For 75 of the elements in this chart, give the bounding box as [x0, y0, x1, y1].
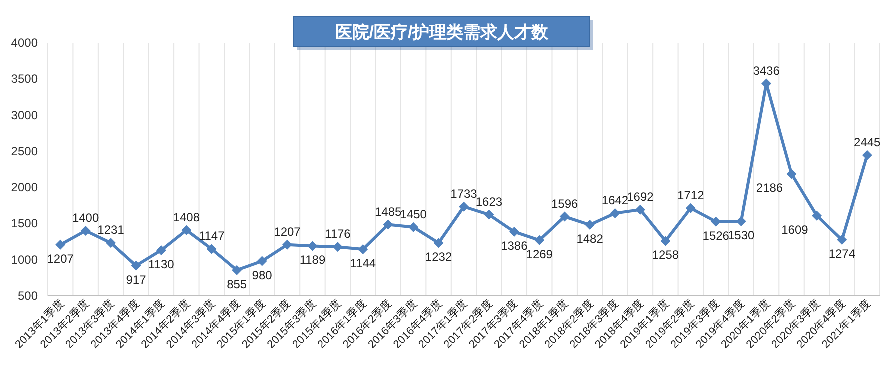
y-tick-label: 2500 [11, 144, 38, 158]
point [206, 244, 217, 254]
data-label: 1258 [652, 248, 680, 262]
data-label: 1176 [325, 227, 352, 242]
y-tick-label: 3000 [11, 108, 38, 122]
point [484, 210, 494, 220]
data-label: 2445 [854, 135, 882, 150]
point [131, 260, 142, 271]
data-label: 1596 [551, 196, 579, 211]
point [635, 204, 646, 215]
point [812, 210, 822, 221]
data-label: 1408 [173, 210, 200, 224]
point [308, 241, 318, 252]
data-label: 1609 [782, 222, 809, 237]
point [408, 222, 419, 232]
data-label: 1623 [476, 194, 503, 209]
data-label: 1482 [576, 232, 604, 246]
point [660, 236, 671, 246]
data-label: 1232 [425, 250, 452, 264]
data-label: 1207 [47, 252, 74, 266]
data-label: 1642 [602, 193, 629, 208]
data-label: 1130 [148, 257, 175, 272]
data-label: 1274 [828, 247, 856, 262]
data-label: 1400 [72, 210, 100, 225]
point [332, 242, 343, 252]
data-label: 1189 [300, 253, 326, 268]
point [862, 150, 872, 160]
point [585, 220, 596, 230]
point [686, 203, 696, 214]
point [610, 208, 620, 218]
picture-title-box: 医院/医疗/护理类需求人才数 [294, 16, 593, 50]
data-label: 1386 [501, 238, 528, 253]
data-label: 1712 [678, 188, 705, 202]
y-tick-label: 4000 [11, 36, 38, 50]
point [282, 240, 293, 250]
y-tick-label: 1000 [11, 252, 38, 267]
data-label: 1144 [350, 256, 376, 270]
data-label: 980 [252, 268, 273, 282]
data-label: 1530 [728, 228, 756, 243]
data-label: 1231 [98, 223, 125, 238]
point [156, 245, 166, 256]
point [56, 240, 66, 250]
data-label: 1450 [400, 207, 428, 222]
data-label: 855 [227, 277, 248, 292]
y-tick-label: 1500 [11, 216, 38, 231]
data-label: 1526 [702, 228, 730, 243]
y-tick-label: 2000 [11, 180, 38, 195]
data-label: 2186 [756, 181, 784, 196]
point [106, 238, 116, 248]
point [837, 235, 848, 246]
point [509, 226, 520, 237]
data-label: 1147 [198, 229, 226, 244]
point [736, 216, 746, 227]
point [257, 256, 268, 266]
y-tick-label: 500 [18, 289, 38, 303]
point [434, 238, 444, 248]
y-tick-label: 3500 [11, 72, 38, 86]
data-label: 917 [126, 272, 147, 287]
data-label: 1485 [375, 204, 402, 219]
chart-title: 医院/医疗/护理类需求人才数 [335, 23, 550, 42]
data-label: 1692 [627, 190, 654, 204]
data-label: 1733 [450, 186, 478, 201]
data-label: 1207 [274, 224, 302, 239]
point [232, 265, 242, 276]
point [459, 202, 469, 212]
point [182, 225, 192, 236]
point [711, 216, 722, 227]
data-label: 3436 [753, 64, 780, 78]
point [383, 220, 394, 230]
point [560, 212, 570, 222]
point [534, 235, 545, 246]
point [358, 244, 368, 254]
point [80, 226, 91, 236]
data-label: 1269 [526, 247, 554, 262]
point [786, 169, 797, 180]
